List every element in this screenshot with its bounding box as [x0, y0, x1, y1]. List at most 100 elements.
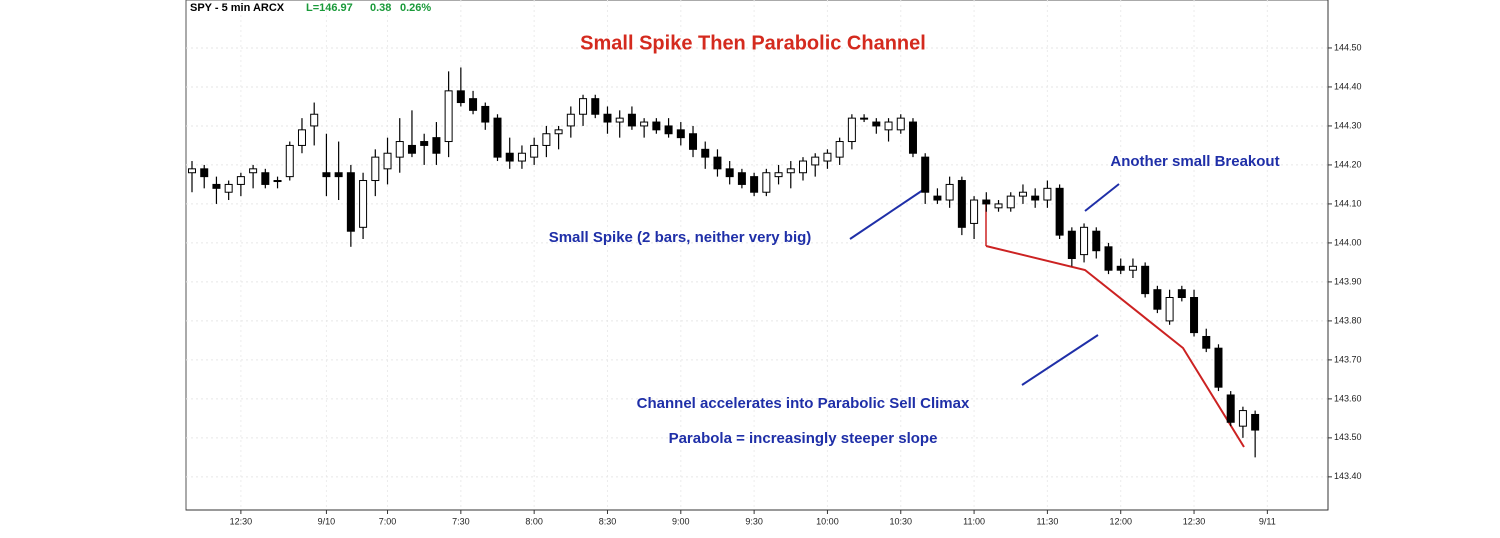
candle-body	[456, 90, 465, 104]
candle-body	[407, 144, 416, 154]
y-tick-label: 143.70	[1334, 354, 1362, 364]
candle-body	[1031, 195, 1040, 201]
candle-body	[1104, 246, 1113, 271]
candle-body	[1177, 289, 1186, 299]
candle-body	[811, 156, 820, 166]
x-tick-label: 12:30	[1183, 516, 1206, 526]
parabola-line	[985, 245, 1245, 448]
candle-body	[786, 168, 795, 174]
candle-body	[713, 156, 722, 170]
y-tick-label: 144.20	[1334, 159, 1362, 169]
candle-body	[615, 117, 624, 123]
chart-info: SPY - 5 min ARCX L=146.97 0.38 0.26%	[190, 2, 431, 14]
y-tick-label: 143.90	[1334, 276, 1362, 286]
x-tick-label: 10:00	[816, 516, 839, 526]
candle-body	[689, 133, 698, 150]
x-tick-label: 9:00	[672, 516, 690, 526]
candle-body	[444, 90, 453, 143]
x-tick-label: 11:30	[1036, 516, 1058, 526]
candle-body	[957, 180, 966, 228]
annotation: Another small Breakout	[1110, 153, 1279, 170]
candle-body	[1067, 230, 1076, 260]
y-tick-label: 143.40	[1334, 471, 1362, 481]
candle-body	[383, 152, 392, 170]
candle-body	[847, 117, 856, 143]
candle-body	[676, 129, 685, 139]
candle-body	[1190, 297, 1199, 334]
candle-body	[603, 113, 612, 123]
candle-body	[994, 203, 1003, 209]
candle-body	[542, 133, 551, 146]
annotation-arrow	[1084, 183, 1120, 212]
candle-body	[1238, 410, 1247, 427]
candle-body	[297, 129, 306, 146]
candle-body	[432, 137, 441, 154]
x-tick-label: 11:00	[963, 516, 985, 526]
candle-body	[310, 113, 319, 127]
y-tick-label: 144.50	[1334, 42, 1362, 52]
candle-body	[359, 180, 368, 228]
y-tick-label: 143.80	[1334, 315, 1362, 325]
annotation-arrow	[1021, 334, 1099, 386]
annotation: Parabola = increasingly steeper slope	[669, 430, 938, 447]
candle-body	[750, 176, 759, 193]
candle-body	[1153, 289, 1162, 310]
candle-body	[469, 98, 478, 111]
candle-body	[579, 98, 588, 115]
candle-body	[554, 129, 563, 135]
candle-body	[236, 176, 245, 185]
candle-body	[493, 117, 502, 158]
candle-body	[566, 113, 575, 127]
change: 0.38	[370, 2, 391, 14]
y-tick-label: 143.50	[1334, 432, 1362, 442]
candle-body	[921, 156, 930, 193]
candle-body	[322, 172, 331, 178]
candle-body	[908, 121, 917, 154]
chart-title: Small Spike Then Parabolic Channel	[580, 32, 926, 54]
candle-body	[1043, 187, 1052, 201]
candle-body	[762, 172, 771, 193]
candle-body	[725, 168, 734, 178]
candle-body	[945, 183, 954, 201]
candle-body	[420, 141, 429, 146]
x-tick-label: 8:00	[525, 516, 543, 526]
y-tick-label: 143.60	[1334, 393, 1362, 403]
candle-body	[799, 160, 807, 174]
y-tick-label: 144.10	[1334, 198, 1362, 208]
candle-body	[481, 105, 490, 123]
candle-body	[200, 168, 209, 178]
candle-body	[505, 152, 514, 162]
candle-body	[261, 172, 270, 185]
x-tick-label: 7:30	[452, 516, 470, 526]
candle-body	[774, 172, 783, 178]
candle-body	[1018, 191, 1027, 197]
annotation: Channel accelerates into Parabolic Sell …	[637, 395, 970, 412]
candle-body	[1006, 195, 1015, 209]
candle-body	[933, 195, 942, 201]
candle-body	[872, 121, 881, 127]
candle-body	[334, 172, 343, 178]
y-tick-label: 144.00	[1334, 237, 1362, 247]
x-tick-label: 12:00	[1109, 516, 1132, 526]
candle-body	[627, 113, 636, 127]
candle-body	[273, 180, 282, 183]
candle-body	[860, 117, 869, 120]
candle-body	[884, 121, 893, 131]
candle-body	[982, 199, 991, 205]
candle-body	[224, 183, 233, 193]
candle-body	[249, 168, 258, 174]
x-tick-label: 10:30	[889, 516, 912, 526]
candle-body	[823, 152, 832, 162]
candle-body	[1080, 226, 1089, 256]
last-price: L=146.97	[306, 2, 353, 14]
candle-body	[640, 121, 649, 127]
candle-body	[212, 183, 221, 189]
candle-body	[737, 172, 746, 185]
candle-body	[1055, 187, 1064, 236]
candle-body	[371, 156, 380, 182]
candle-body	[1202, 335, 1211, 349]
candle-body	[1128, 265, 1137, 271]
candle-body	[188, 168, 196, 174]
y-tick-label: 144.40	[1334, 81, 1362, 91]
